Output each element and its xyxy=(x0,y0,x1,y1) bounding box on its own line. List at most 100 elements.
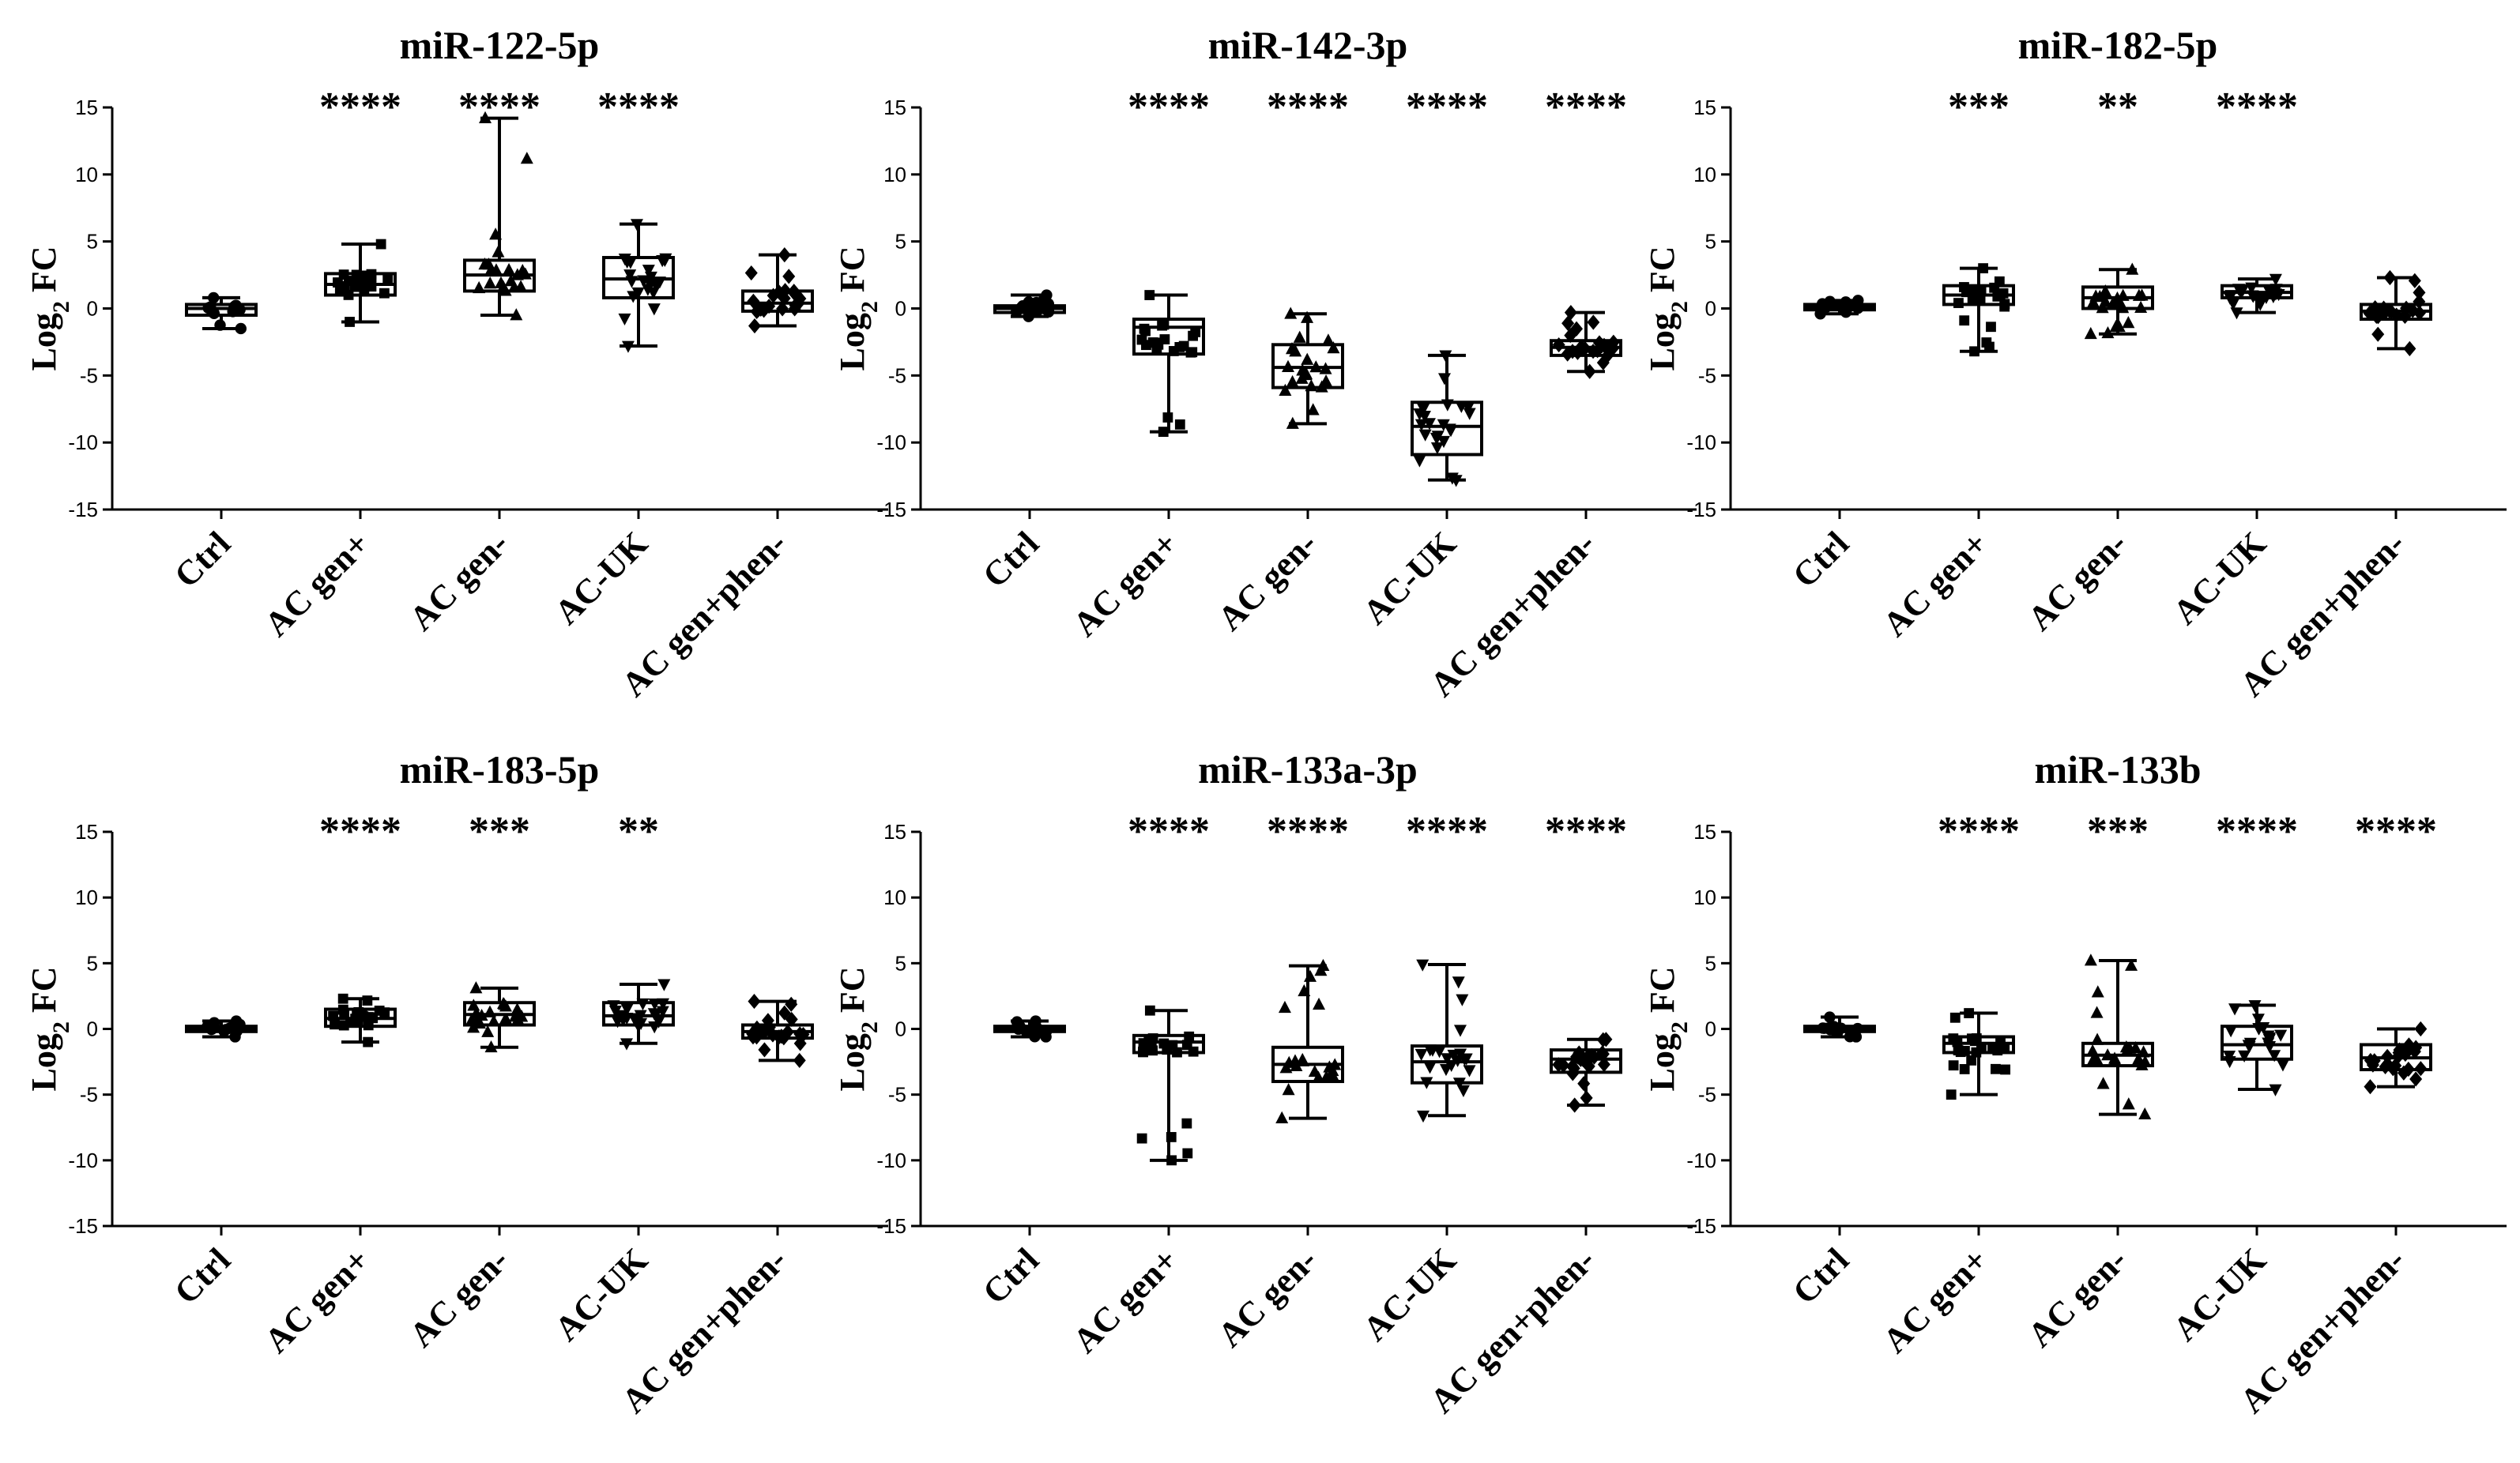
data-point xyxy=(1832,1027,1844,1039)
x-tick-label: AC gen+ xyxy=(1065,1240,1185,1360)
y-tick-label: 5 xyxy=(1705,230,1716,254)
data-point xyxy=(1423,1062,1437,1074)
data-point xyxy=(2398,308,2412,324)
data-point xyxy=(2227,298,2240,310)
data-point xyxy=(343,289,354,300)
data-point xyxy=(1456,994,1469,1006)
data-point xyxy=(1552,337,1565,353)
data-point xyxy=(1282,359,1295,372)
y-tick-label: -15 xyxy=(68,1214,98,1238)
data-point xyxy=(1995,1037,2006,1047)
y-tick-label: -15 xyxy=(876,498,906,521)
data-point xyxy=(2269,1084,2282,1096)
box-plot xyxy=(1803,295,1876,320)
data-point xyxy=(1567,1060,1580,1076)
data-point xyxy=(1564,304,1577,321)
data-point xyxy=(2400,300,2413,316)
chart-title: miR-182-5p xyxy=(2018,23,2218,67)
box-plot xyxy=(1271,958,1344,1124)
data-point xyxy=(1306,403,1320,416)
box-iqr xyxy=(1550,1048,1622,1074)
data-point xyxy=(641,284,654,296)
y-tick-label: 5 xyxy=(1705,951,1716,975)
y-tick-label: -5 xyxy=(80,363,98,387)
data-point xyxy=(2238,1050,2251,1062)
data-point xyxy=(1138,1047,1148,1058)
data-point xyxy=(1174,419,1185,430)
data-point xyxy=(374,1006,385,1016)
data-point xyxy=(785,1011,798,1028)
data-point xyxy=(2414,1021,2428,1037)
data-point xyxy=(2392,1047,2405,1064)
data-point xyxy=(1414,1048,1428,1062)
data-point xyxy=(788,301,801,317)
x-tick-label: AC-UK xyxy=(2165,524,2273,632)
data-point xyxy=(1971,1033,1982,1044)
data-point xyxy=(778,291,791,307)
data-point xyxy=(1583,363,1596,379)
data-point xyxy=(2384,303,2398,319)
box-plot xyxy=(993,289,1066,322)
data-point xyxy=(1561,315,1575,331)
data-point xyxy=(1824,1011,1836,1023)
x-tick-label: AC gen+ xyxy=(1065,524,1185,644)
data-point xyxy=(2116,300,2130,314)
box-plot xyxy=(2221,1000,2293,1096)
data-point xyxy=(2413,294,2426,310)
data-point xyxy=(1014,1020,1026,1032)
data-point xyxy=(1445,472,1459,485)
significance-label: **** xyxy=(1267,809,1349,854)
data-point xyxy=(1315,380,1328,393)
data-point xyxy=(2252,1023,2266,1036)
significance-label: **** xyxy=(1406,85,1488,130)
data-point xyxy=(2134,300,2148,313)
data-point xyxy=(1416,959,1430,972)
x-tick-label: AC gen+ xyxy=(1875,524,1995,644)
data-point xyxy=(642,265,655,277)
data-point xyxy=(2087,295,2100,308)
data-point xyxy=(778,283,792,299)
data-point xyxy=(1552,1057,1565,1073)
data-point xyxy=(2248,1000,2262,1013)
data-point xyxy=(1452,1078,1466,1090)
data-point xyxy=(492,245,505,258)
data-point xyxy=(620,1003,634,1016)
data-point xyxy=(620,1038,633,1051)
data-point xyxy=(337,1004,348,1015)
significance-label: **** xyxy=(1128,809,1210,854)
data-point xyxy=(1413,455,1426,468)
data-point xyxy=(2232,284,2246,296)
data-point xyxy=(1162,412,1173,423)
data-point xyxy=(2137,1045,2150,1058)
data-point xyxy=(1430,432,1443,446)
data-point xyxy=(2091,1032,2104,1045)
box-plot xyxy=(2360,1021,2432,1095)
data-point xyxy=(2099,284,2112,297)
data-point xyxy=(2084,953,2097,966)
data-point xyxy=(363,1036,374,1047)
data-point xyxy=(2383,269,2397,286)
data-point xyxy=(754,301,767,318)
data-point xyxy=(1140,325,1151,337)
box-plot xyxy=(1411,350,1483,487)
data-point xyxy=(630,219,643,231)
data-point xyxy=(2274,1029,2288,1042)
chart-title: miR-142-3p xyxy=(1208,23,1408,67)
data-point xyxy=(1452,976,1465,989)
data-point xyxy=(2087,1052,2100,1065)
data-point xyxy=(1585,1047,1599,1063)
box-plot xyxy=(324,993,397,1047)
data-point xyxy=(1570,321,1584,337)
data-point xyxy=(2366,1057,2379,1073)
data-point xyxy=(623,269,637,282)
data-point xyxy=(483,1005,496,1017)
data-point xyxy=(2138,1107,2152,1120)
data-point xyxy=(2371,303,2385,318)
data-point xyxy=(1418,429,1432,442)
y-tick-label: 15 xyxy=(75,96,98,119)
x-tick-label: AC-UK xyxy=(2165,1240,2273,1348)
data-point xyxy=(657,979,671,991)
chart-panel: miR-182-5p 15 10 5 0 -5 -10 -15 Log2 FC Ctrl AC ge… xyxy=(1643,23,2507,704)
data-point xyxy=(1158,319,1170,330)
data-point xyxy=(1458,1054,1471,1066)
